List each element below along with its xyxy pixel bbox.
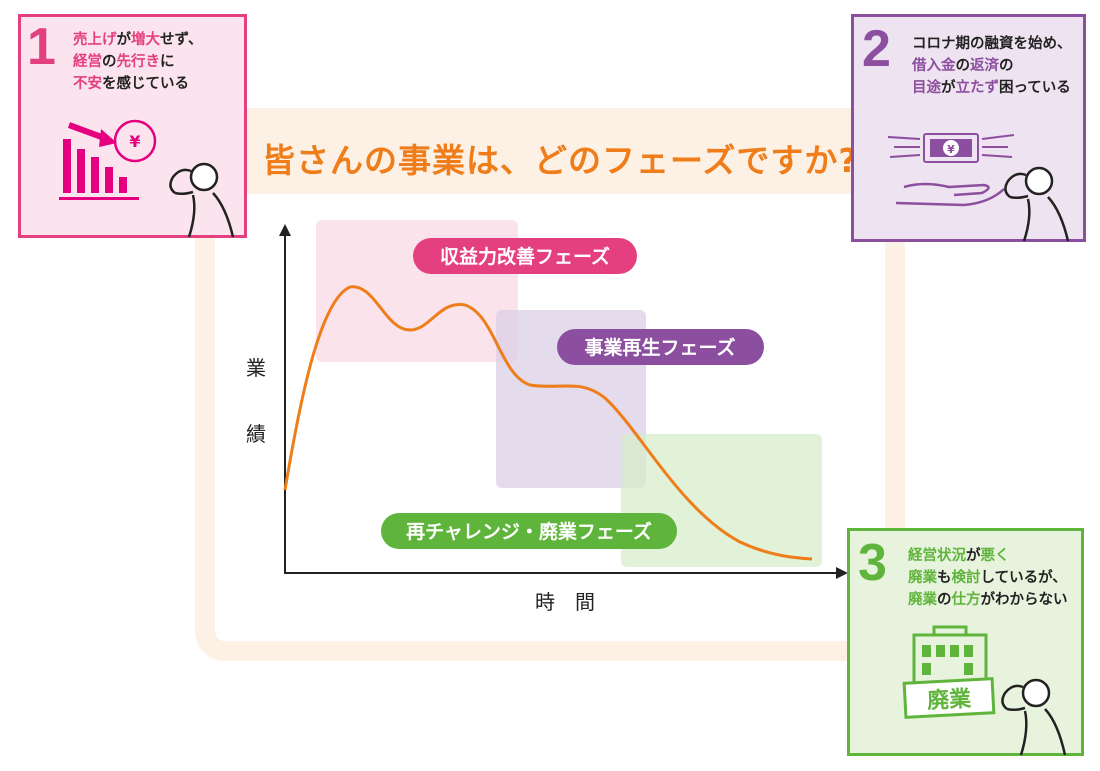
card-3-number: 3: [858, 534, 887, 592]
card-text-line: 経営の先行きに: [73, 54, 175, 70]
card-1-number: 1: [27, 18, 56, 76]
card-3: 3 経営状況が悪く廃業も検討しているが、 廃業の仕方がわからない 廃業: [847, 528, 1084, 756]
performance-curve: [283, 285, 813, 561]
pill-revival-label: 事業再生フェーズ: [584, 336, 735, 359]
x-axis-arrow: [836, 567, 848, 579]
svg-text:¥: ¥: [947, 143, 955, 156]
card-1-text: 売上げが増大せず、 経営の先行きに 不安を感じている: [73, 29, 203, 95]
closed-building-icon: 廃業: [902, 625, 1067, 756]
background-frame: [195, 108, 905, 661]
card-text-line: 経営状況が悪く: [908, 548, 1010, 564]
y-axis-label: 業績: [246, 356, 266, 446]
card-3-text: 経営状況が悪く廃業も検討しているが、 廃業の仕方がわからない: [908, 545, 1068, 611]
y-axis-arrow: [279, 224, 291, 236]
declining-sales-icon: ¥: [59, 119, 235, 238]
pill-profit-label: 収益力改善フェーズ: [440, 245, 610, 268]
title-band: [215, 128, 905, 194]
card-text-line: 廃業の仕方がわからない: [908, 592, 1068, 608]
card-2-number: 2: [862, 20, 891, 78]
card-2: 2 コロナ期の融資を始め、 借入金の返済の目途が立たず困っている ¥: [851, 14, 1086, 242]
card-text-line: 廃業も検討しているが、: [908, 570, 1067, 586]
pill-closure: [381, 513, 677, 549]
main-title: 皆さんの事業は、どのフェーズですか?: [262, 141, 859, 180]
svg-text:廃業: 廃業: [926, 686, 972, 714]
card-text-line: 目途が立たず困っている: [912, 80, 1071, 96]
card-text-line: 借入金の返済の: [912, 58, 1014, 74]
x-axis-label: 時 間: [535, 590, 595, 614]
card-text-line: 不安を感じている: [73, 76, 189, 92]
flying-money-icon: ¥: [887, 133, 1070, 242]
card-1: 1 売上げが増大せず、 経営の先行きに 不安を感じている ¥: [18, 14, 247, 238]
pill-revival: [557, 329, 764, 365]
card-text-line: コロナ期の融資を始め、: [912, 36, 1072, 52]
y-axis-label-char: 業: [246, 356, 266, 380]
pill-closure-label: 再チャレンジ・廃業フェーズ: [406, 520, 652, 543]
card-2-text: コロナ期の融資を始め、 借入金の返済の目途が立たず困っている: [912, 33, 1072, 99]
svg-text:¥: ¥: [129, 132, 140, 151]
pill-profit: [413, 238, 637, 274]
card-text-line: 売上げが増大せず、: [73, 32, 203, 48]
y-axis-label-char: 績: [246, 422, 266, 446]
